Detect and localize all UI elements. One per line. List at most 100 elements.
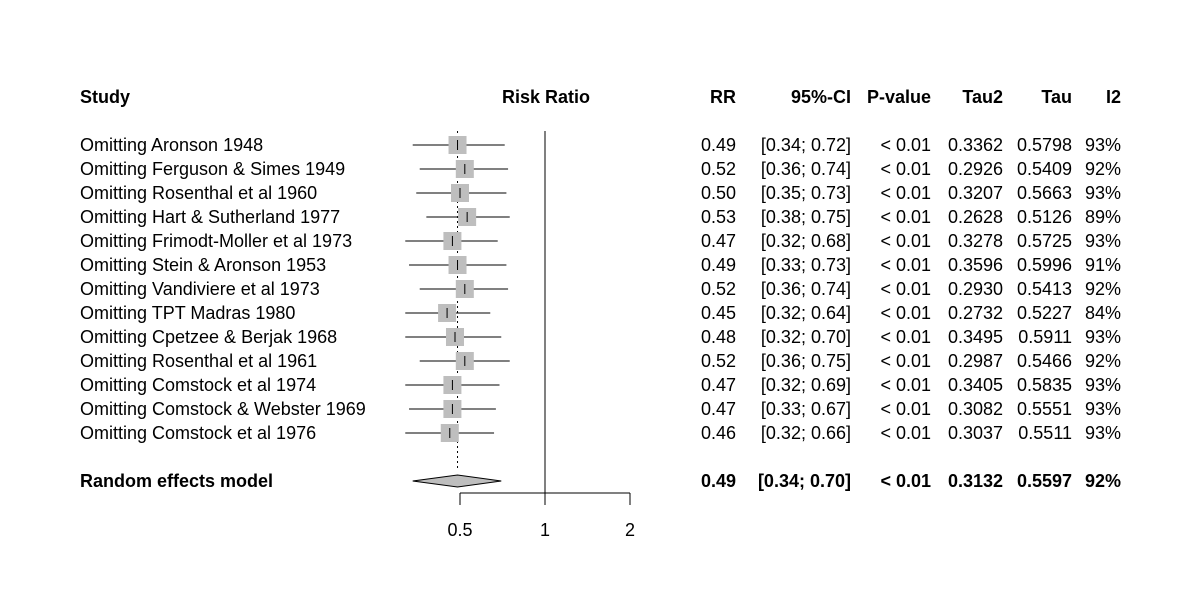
rr-value: 0.47 <box>700 399 736 419</box>
x-tick-label: 1 <box>539 520 550 540</box>
study-label: Omitting Rosenthal et al 1961 <box>80 351 318 371</box>
p-value: < 0.01 <box>880 135 931 155</box>
summary-i2: 92% <box>1084 471 1121 491</box>
ci-value: [0.35; 0.73] <box>760 183 851 203</box>
i2-value: 92% <box>1084 159 1121 179</box>
tau2-value: 0.2987 <box>947 351 1003 371</box>
i2-value: 92% <box>1084 279 1121 299</box>
p-value: < 0.01 <box>880 231 931 251</box>
rr-value: 0.52 <box>700 279 736 299</box>
i2-value: 93% <box>1084 423 1121 443</box>
i2-value: 93% <box>1084 399 1121 419</box>
header-i2: I2 <box>1105 87 1121 107</box>
i2-value: 93% <box>1084 327 1121 347</box>
tau-value: 0.5126 <box>1016 207 1072 227</box>
rr-value: 0.46 <box>700 423 736 443</box>
header-ci: 95%-CI <box>790 87 851 107</box>
ci-value: [0.36; 0.74] <box>760 159 851 179</box>
tau-value: 0.5725 <box>1016 231 1072 251</box>
header-study: Study <box>80 87 131 107</box>
p-value: < 0.01 <box>880 327 931 347</box>
rr-value: 0.53 <box>700 207 736 227</box>
study-label: Omitting Hart & Sutherland 1977 <box>80 207 341 227</box>
study-label: Omitting TPT Madras 1980 <box>80 303 296 323</box>
study-label: Omitting Aronson 1948 <box>80 135 264 155</box>
study-label: Omitting Stein & Aronson 1953 <box>80 255 327 275</box>
tau2-value: 0.2926 <box>947 159 1003 179</box>
tau2-value: 0.3495 <box>947 327 1003 347</box>
tau-value: 0.5996 <box>1016 255 1072 275</box>
i2-value: 91% <box>1084 255 1121 275</box>
p-value: < 0.01 <box>880 255 931 275</box>
tau-value: 0.5227 <box>1016 303 1072 323</box>
tau-value: 0.5551 <box>1016 399 1072 419</box>
summary-tau: 0.5597 <box>1016 471 1072 491</box>
p-value: < 0.01 <box>880 423 931 443</box>
tau-value: 0.5413 <box>1016 279 1072 299</box>
tau2-value: 0.2930 <box>947 279 1003 299</box>
study-label: Omitting Cpetzee & Berjak 1968 <box>80 327 338 347</box>
tau2-value: 0.2732 <box>947 303 1003 323</box>
ci-value: [0.32; 0.68] <box>760 231 851 251</box>
i2-value: 93% <box>1084 231 1121 251</box>
p-value: < 0.01 <box>880 159 931 179</box>
tau-value: 0.5663 <box>1016 183 1072 203</box>
study-label: Omitting Frimodt-Moller et al 1973 <box>80 231 353 251</box>
rr-value: 0.47 <box>700 231 736 251</box>
rr-value: 0.50 <box>700 183 736 203</box>
tau-value: 0.5911 <box>1018 327 1072 347</box>
ci-value: [0.38; 0.75] <box>760 207 851 227</box>
ci-value: [0.32; 0.70] <box>760 327 851 347</box>
rr-value: 0.47 <box>700 375 736 395</box>
summary-rr: 0.49 <box>700 471 736 491</box>
ci-value: [0.33; 0.73] <box>760 255 851 275</box>
p-value: < 0.01 <box>880 183 931 203</box>
x-tick-label: 0.5 <box>447 520 473 540</box>
i2-value: 93% <box>1084 135 1121 155</box>
ci-value: [0.36; 0.75] <box>760 351 851 371</box>
study-label: Omitting Rosenthal et al 1960 <box>80 183 318 203</box>
ci-value: [0.34; 0.72] <box>760 135 851 155</box>
summary-label: Random effects model <box>80 471 274 491</box>
study-label: Omitting Comstock & Webster 1969 <box>80 399 366 419</box>
tau2-value: 0.3362 <box>947 135 1003 155</box>
study-label: Omitting Comstock et al 1976 <box>80 423 317 443</box>
tau2-value: 0.3596 <box>947 255 1003 275</box>
p-value: < 0.01 <box>880 303 931 323</box>
p-value: < 0.01 <box>880 351 931 371</box>
rr-value: 0.45 <box>700 303 736 323</box>
rr-value: 0.52 <box>700 159 736 179</box>
summary-tau2: 0.3132 <box>947 471 1003 491</box>
ci-value: [0.32; 0.64] <box>760 303 851 323</box>
header-risk-ratio: Risk Ratio <box>501 87 591 107</box>
ci-value: [0.32; 0.66] <box>760 423 851 443</box>
tau2-value: 0.2628 <box>947 207 1003 227</box>
i2-value: 84% <box>1084 303 1121 323</box>
header-tau2: Tau2 <box>962 87 1003 107</box>
rr-value: 0.49 <box>700 255 736 275</box>
tau2-value: 0.3278 <box>947 231 1003 251</box>
header-rr: RR <box>710 87 736 107</box>
header-p-value: P-value <box>866 87 931 107</box>
rr-value: 0.48 <box>700 327 736 347</box>
summary-diamond <box>412 474 502 488</box>
study-label: Omitting Comstock et al 1974 <box>80 375 317 395</box>
tau2-value: 0.3207 <box>947 183 1003 203</box>
p-value: < 0.01 <box>880 207 931 227</box>
x-tick-label: 2 <box>624 520 635 540</box>
summary-ci: [0.34; 0.70] <box>757 471 851 491</box>
p-value: < 0.01 <box>880 399 931 419</box>
p-value: < 0.01 <box>880 375 931 395</box>
tau2-value: 0.3405 <box>947 375 1003 395</box>
i2-value: 89% <box>1084 207 1121 227</box>
i2-value: 92% <box>1084 351 1121 371</box>
tau2-value: 0.3082 <box>947 399 1003 419</box>
tau-value: 0.5511 <box>1018 423 1072 443</box>
tau-value: 0.5835 <box>1016 375 1072 395</box>
study-label: Omitting Ferguson & Simes 1949 <box>80 159 346 179</box>
i2-value: 93% <box>1084 375 1121 395</box>
i2-value: 93% <box>1084 183 1121 203</box>
tau-value: 0.5798 <box>1016 135 1072 155</box>
ci-value: [0.32; 0.69] <box>760 375 851 395</box>
